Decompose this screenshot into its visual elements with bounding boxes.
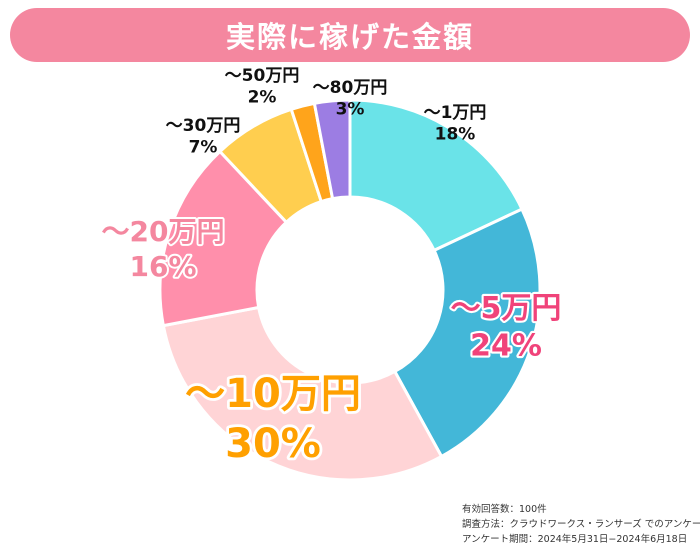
slice-0 (348, 98, 524, 253)
category-label-1: ～5万円 (451, 291, 562, 326)
category-label-4: ～30万円 (166, 116, 241, 136)
value-label-0: 18% (435, 124, 476, 144)
title-banner: 実際に稼げた金額 (10, 8, 690, 62)
value-label-2: 30% (225, 421, 321, 467)
footnote-period: アンケート期間：2024年5月31日−2024年6月18日 (462, 534, 688, 545)
footnote-responses: 有効回答数：100件 (462, 504, 547, 515)
category-label-3: ～20万円 (102, 215, 225, 248)
slice-3 (158, 149, 289, 328)
category-label-2: ～10万円 (185, 371, 361, 417)
category-label-6: ～80万円 (313, 78, 388, 98)
category-label-5: ～50万円 (225, 66, 300, 86)
value-label-1: 24% (470, 329, 542, 364)
category-label-0: ～1万円 (424, 103, 487, 123)
value-label-6: 3% (336, 99, 365, 119)
footnote-method: 調査方法：クラウドワークス・ランサーズ でのアンケート (462, 519, 700, 530)
slice-6 (312, 98, 352, 201)
slice-2 (161, 305, 444, 482)
value-label-5: 2% (248, 87, 277, 107)
slices-group (158, 98, 542, 482)
value-label-3: 16% (129, 250, 196, 283)
footnote: 有効回答数：100件 調査方法：クラウドワークス・ランサーズ でのアンケート ア… (462, 502, 700, 547)
slice-1 (392, 207, 542, 459)
value-label-4: 7% (189, 137, 218, 157)
chart-title: 実際に稼げた金額 (225, 20, 474, 54)
